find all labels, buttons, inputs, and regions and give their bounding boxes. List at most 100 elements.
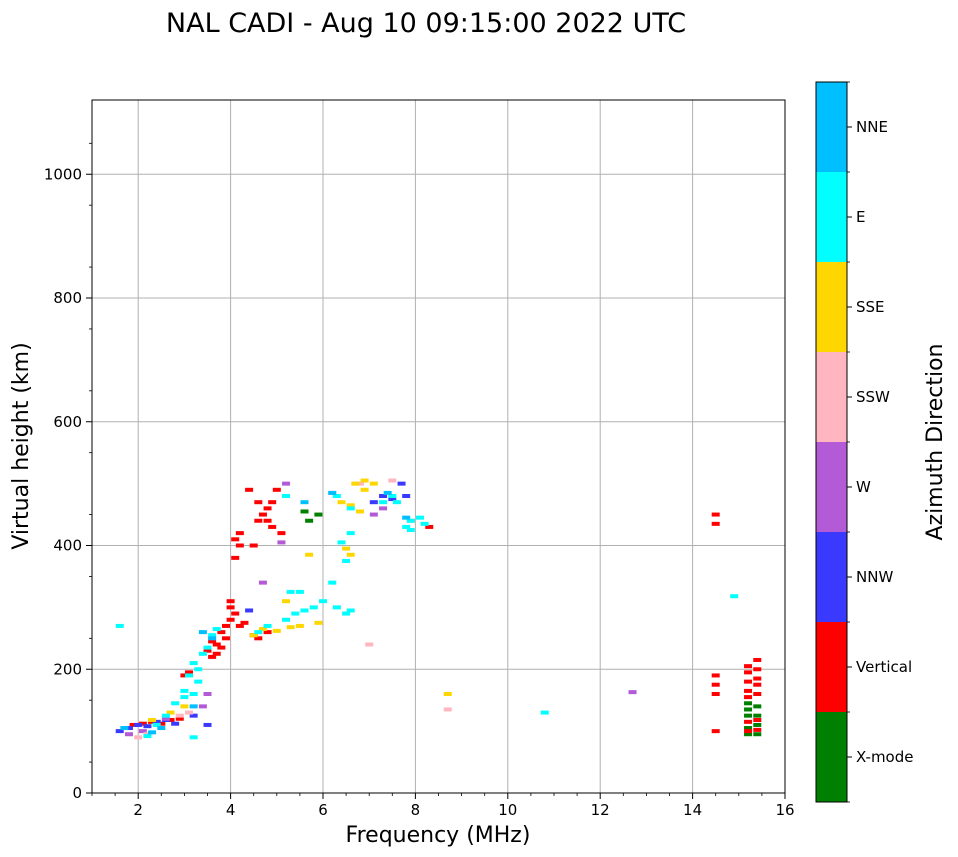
data-point-sse [180, 704, 189, 709]
data-point-vertical [235, 543, 244, 548]
colorbar-tick-label: SSE [856, 298, 885, 316]
data-point-ssw [388, 478, 397, 483]
data-point-nne [157, 726, 166, 731]
data-point-vertical [753, 727, 762, 732]
colorbar-tick-label: X-mode [856, 748, 913, 766]
x-tick-label: 16 [775, 801, 794, 819]
data-point-vertical [254, 636, 263, 641]
x-tick-label: 10 [498, 801, 517, 819]
data-point-vertical [208, 654, 217, 659]
data-point-e [342, 611, 351, 616]
y-axis-label: Virtual height (km) [9, 342, 34, 549]
data-point-vertical [744, 670, 753, 675]
data-point-e [282, 494, 291, 498]
data-point-x-mode [744, 713, 753, 718]
data-point-sse [346, 552, 355, 557]
data-point-sse [295, 623, 304, 628]
data-point-nnw [245, 608, 254, 613]
data-point-x-mode [744, 726, 753, 731]
data-point-vertical [208, 639, 217, 644]
data-point-nne [208, 636, 217, 641]
data-point-vertical [744, 679, 753, 684]
data-point-vertical [744, 719, 753, 724]
data-point-vertical [753, 692, 762, 696]
data-point-vertical [263, 506, 272, 511]
data-point-x-mode [753, 704, 762, 709]
data-point-vertical [212, 651, 221, 656]
data-point-sse [351, 481, 360, 486]
data-point-vertical [744, 729, 753, 734]
data-point-sse [286, 625, 295, 630]
data-point-vertical [217, 645, 226, 650]
data-point-x-mode [744, 732, 753, 737]
data-point-x-mode [305, 518, 314, 523]
grid [92, 100, 785, 793]
colorbar-segment-e [816, 172, 847, 262]
colorbar-segment-vertical [816, 622, 847, 712]
data-point-vertical [711, 692, 720, 696]
data-point-e [171, 701, 180, 706]
data-point-e [282, 617, 291, 622]
x-tick-label: 4 [226, 801, 236, 819]
data-point-vertical [245, 487, 254, 492]
data-point-e [203, 645, 212, 650]
data-point-vertical [268, 524, 277, 529]
plot-background [92, 100, 785, 793]
x-tick-label: 12 [591, 801, 610, 819]
colorbar-segment-sse [816, 262, 847, 352]
data-point-vertical [180, 673, 189, 678]
data-point-vertical [711, 682, 720, 687]
data-point-vertical [753, 717, 762, 722]
data-point-sse [342, 546, 351, 551]
data-point-nnw [152, 719, 161, 724]
data-point-e [198, 651, 207, 656]
data-point-sse [355, 509, 364, 514]
colorbar-label: Azimuth Direction [923, 343, 948, 540]
data-point-sse [258, 627, 267, 632]
colorbar-tick-label: SSW [856, 388, 890, 406]
data-point-x-mode [314, 512, 323, 517]
data-point-ssw [134, 735, 143, 740]
y-tick-label: 600 [53, 413, 82, 431]
y-tick-label: 0 [72, 784, 82, 802]
data-point-vertical [157, 721, 166, 726]
x-tick-label: 2 [133, 801, 143, 819]
data-point-e [208, 633, 217, 638]
data-point-nne [198, 630, 207, 635]
data-point-e [143, 734, 152, 739]
data-point-vertical [138, 721, 147, 726]
data-point-e [180, 695, 189, 700]
data-point-x-mode [300, 509, 309, 514]
data-point-e [161, 713, 170, 718]
data-point-w [198, 704, 207, 709]
plot-area: 2 4 6 8 10 12 14 16 0 200 400 600 800 1000 [44, 99, 795, 819]
data-point-nne [300, 500, 309, 505]
data-point-sse [360, 478, 369, 483]
y-tick-label: 800 [53, 289, 82, 307]
data-point-vertical [226, 599, 235, 604]
data-point-e [189, 692, 198, 696]
data-point-e [295, 589, 304, 594]
data-point-vertical [249, 543, 258, 548]
data-point-nnw [143, 724, 152, 729]
y-tick-label: 1000 [44, 165, 82, 183]
data-point-e [263, 623, 272, 628]
data-point-vertical [231, 555, 240, 560]
data-point-e [194, 667, 203, 672]
data-point-vertical [254, 518, 263, 523]
colorbar-frame [815, 81, 848, 803]
data-point-vertical [744, 664, 753, 669]
data-point-vertical [263, 630, 272, 635]
data-point-nne [402, 515, 411, 520]
data-point-ssw [185, 710, 194, 715]
data-point-vertical [268, 500, 277, 505]
data-point-nnw [189, 713, 198, 718]
plot-frame [91, 99, 786, 794]
data-point-vertical [711, 521, 720, 526]
data-point-vertical [175, 716, 184, 721]
y-tick-label: 200 [53, 660, 82, 678]
data-point-e [212, 627, 221, 632]
colorbar-tick-label: NNW [856, 568, 893, 586]
colorbar-segment-w [816, 442, 847, 532]
